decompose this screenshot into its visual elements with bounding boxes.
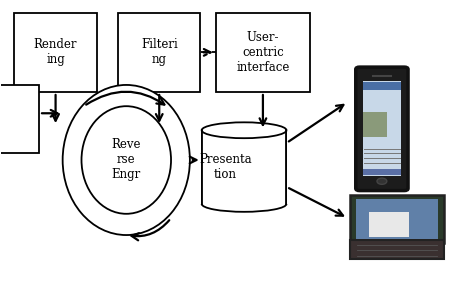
FancyBboxPatch shape [369,212,409,237]
Ellipse shape [82,106,171,214]
FancyBboxPatch shape [363,112,387,137]
Ellipse shape [377,178,387,184]
FancyBboxPatch shape [363,81,401,176]
FancyBboxPatch shape [14,13,97,92]
Text: User-
centric
interface: User- centric interface [236,31,290,74]
FancyBboxPatch shape [216,13,310,92]
Ellipse shape [63,85,190,235]
FancyBboxPatch shape [0,85,39,153]
Text: Presenta
tion: Presenta tion [199,153,252,181]
FancyBboxPatch shape [356,199,438,239]
Text: Reve
rse
Engr: Reve rse Engr [111,138,141,182]
FancyBboxPatch shape [363,169,401,175]
FancyBboxPatch shape [201,130,286,204]
Text: Filteri
ng: Filteri ng [141,38,178,66]
FancyBboxPatch shape [356,67,408,190]
FancyBboxPatch shape [350,240,444,259]
FancyBboxPatch shape [118,13,201,92]
Text: Render
ing: Render ing [34,38,77,66]
FancyBboxPatch shape [350,195,444,243]
FancyBboxPatch shape [363,82,401,90]
Ellipse shape [201,122,286,138]
